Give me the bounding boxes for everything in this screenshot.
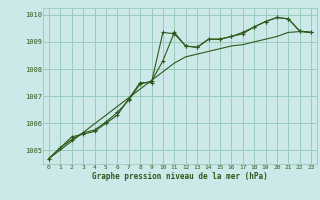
X-axis label: Graphe pression niveau de la mer (hPa): Graphe pression niveau de la mer (hPa) [92, 172, 268, 181]
